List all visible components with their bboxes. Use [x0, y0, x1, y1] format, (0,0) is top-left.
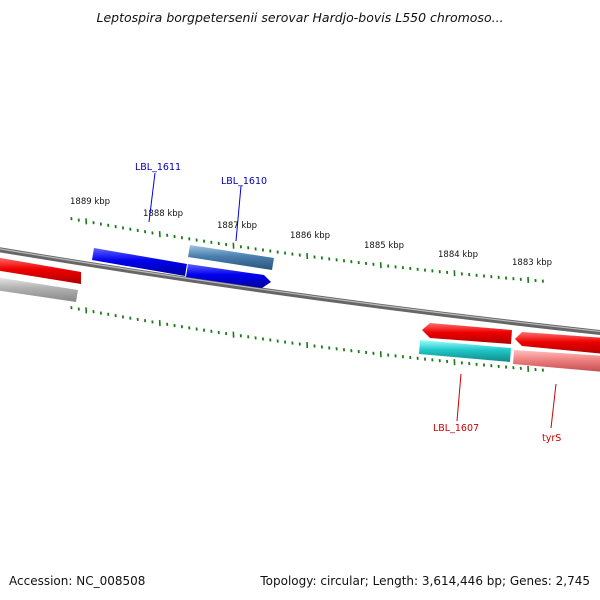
gene-feature-red-right-2[interactable]	[515, 332, 600, 354]
reverse-strand-features	[0, 277, 600, 372]
position-label: 1883 kbp	[512, 258, 552, 268]
gene-feature-tyrs[interactable]	[513, 350, 600, 372]
gene-label-lbl-1607[interactable]: LBL_1607	[433, 423, 479, 434]
tick-marks-outer	[70, 217, 544, 283]
genome-summary-text: Topology: circular; Length: 3,614,446 bp…	[260, 574, 590, 588]
position-label: 1884 kbp	[438, 250, 478, 260]
gene-label-tyrs[interactable]: tyrS	[542, 433, 561, 444]
gene-feature-gray-left[interactable]	[0, 277, 78, 302]
gene-feature-lbl-1611[interactable]	[92, 248, 187, 276]
position-label: 1889 kbp	[70, 197, 110, 207]
map-title: Leptospira borgpetersenii serovar Hardjo…	[96, 10, 504, 25]
position-label: 1885 kbp	[364, 241, 404, 251]
forward-strand-features	[0, 245, 274, 288]
leader-line-lbl-1611	[148, 172, 156, 223]
gene-feature-blue-arrow[interactable]	[186, 264, 271, 288]
gene-label-lbl-1611[interactable]: LBL_1611	[135, 162, 181, 173]
gene-feature-red-left[interactable]	[0, 257, 81, 284]
gene-feature-lbl-1607[interactable]	[419, 340, 511, 362]
leader-line-lbl-1607	[456, 373, 462, 422]
genome-backbone-highlight	[0, 248, 600, 333]
leader-line-tyrs	[550, 383, 557, 429]
position-label: 1886 kbp	[290, 231, 330, 241]
tick-marks-inner	[70, 306, 544, 372]
accession-text: Accession: NC_008508	[9, 574, 146, 588]
gene-label-leaders	[148, 172, 557, 429]
gene-feature-lbl-1610[interactable]	[188, 245, 274, 270]
gene-feature-red-right-1[interactable]	[422, 323, 512, 344]
position-label: 1888 kbp	[143, 209, 183, 219]
gene-label-lbl-1610[interactable]: LBL_1610	[221, 176, 267, 187]
gene-labels: LBL_1611 LBL_1610 LBL_1607 tyrS	[135, 162, 561, 444]
leader-line-lbl-1610	[235, 185, 242, 242]
genome-backbone	[0, 247, 600, 335]
